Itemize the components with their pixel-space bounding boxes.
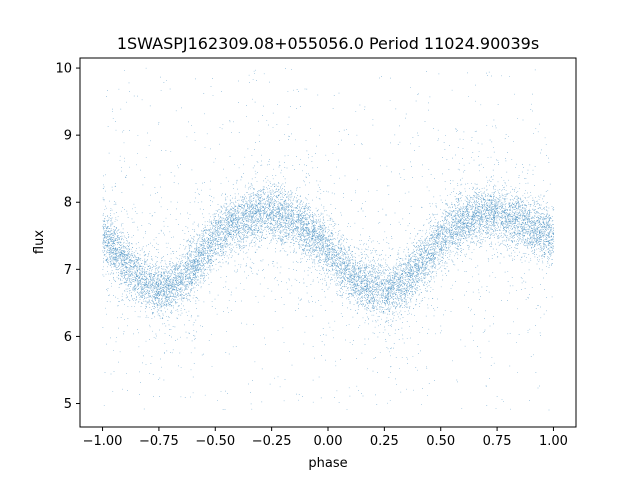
x-tick-label: 0.00 (314, 434, 343, 449)
chart-title: 1SWASPJ162309.08+055056.0 Period 11024.9… (117, 34, 539, 53)
x-tick-label: 0.25 (370, 434, 399, 449)
y-axis-ticks: 5 6 7 8 9 10 (55, 62, 80, 412)
y-tick-label: 8 (64, 196, 72, 211)
plot-frame (79, 57, 577, 428)
data-points (102, 67, 555, 411)
x-axis-ticks: −1.00 −0.75 −0.50 −0.25 0.00 0.25 0.50 0.75 1.00 (83, 427, 568, 449)
y-tick-label: 10 (55, 62, 72, 77)
x-tick-label: −0.75 (139, 434, 179, 449)
scatter-points (102, 67, 555, 411)
x-tick-label: 0.75 (483, 434, 512, 449)
x-tick-label: 0.50 (426, 434, 455, 449)
y-tick-label: 7 (64, 263, 72, 278)
y-axis-label: flux (32, 230, 47, 254)
y-tick-label: 5 (64, 397, 72, 412)
x-tick-label: −1.00 (83, 434, 123, 449)
x-tick-label: −0.25 (252, 434, 292, 449)
x-tick-label: −0.50 (195, 434, 235, 449)
x-tick-label: 1.00 (539, 434, 568, 449)
x-axis-label: phase (308, 456, 347, 471)
y-tick-label: 9 (64, 129, 72, 144)
y-tick-label: 6 (64, 330, 72, 345)
